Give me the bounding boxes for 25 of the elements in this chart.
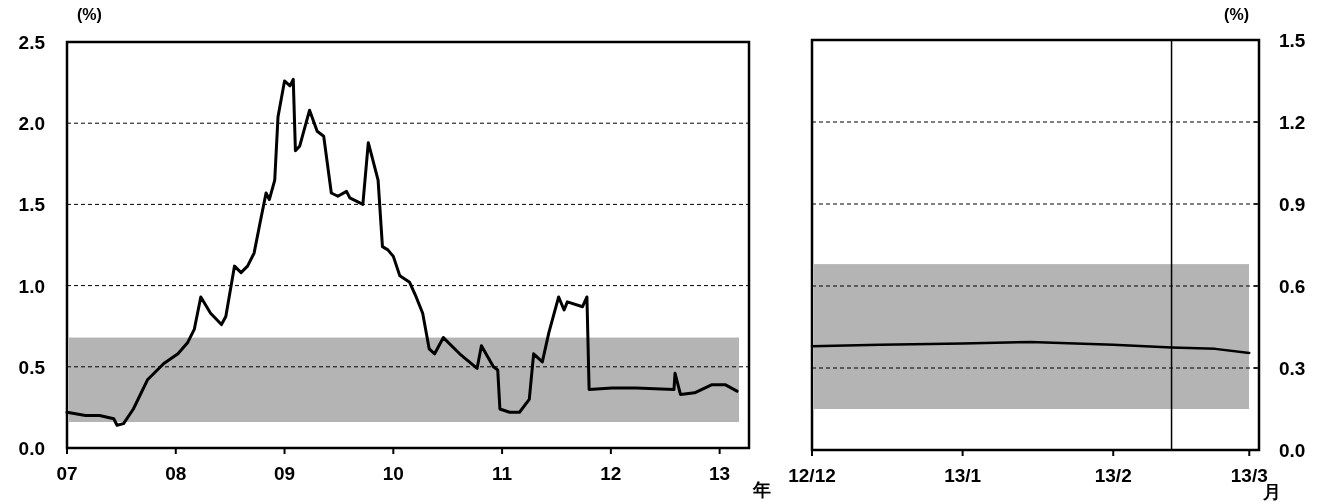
x-axis-title: 年: [752, 480, 771, 500]
y-tick-label: 2.5: [18, 32, 46, 53]
y-tick-label: 0.5: [18, 356, 46, 378]
y-axis-title: (%): [77, 6, 102, 23]
y2-tick-label: 0.9: [1279, 194, 1306, 215]
y2-tick-label: 0.6: [1279, 276, 1306, 297]
x-tick-label: 13/1: [944, 465, 982, 486]
x-tick-label: 12: [600, 463, 622, 484]
y2-tick-label: 0.3: [1279, 358, 1306, 379]
x-tick-label: 11: [492, 463, 513, 484]
y2-tick-label: 0.0: [1279, 440, 1306, 461]
x-tick-label: 07: [56, 463, 78, 484]
y-tick-label: 0.0: [18, 438, 45, 459]
y2-tick-label: 1.5: [1279, 30, 1306, 51]
x-tick-label: 13: [709, 463, 731, 484]
x-tick-label: 08: [165, 463, 187, 484]
x-tick-label: 12/12: [788, 465, 836, 486]
y2-tick-label: 1.2: [1279, 112, 1306, 133]
x-tick-label: 10: [382, 463, 404, 484]
y-tick-label: 1.5: [18, 194, 46, 216]
y-tick-label: 2.0: [18, 113, 45, 135]
x-tick-label: 13/2: [1094, 465, 1132, 486]
y-tick-label: 1.0: [18, 275, 45, 297]
x-tick-label: 09: [273, 463, 296, 484]
y2-axis-title: (%): [1224, 6, 1249, 23]
